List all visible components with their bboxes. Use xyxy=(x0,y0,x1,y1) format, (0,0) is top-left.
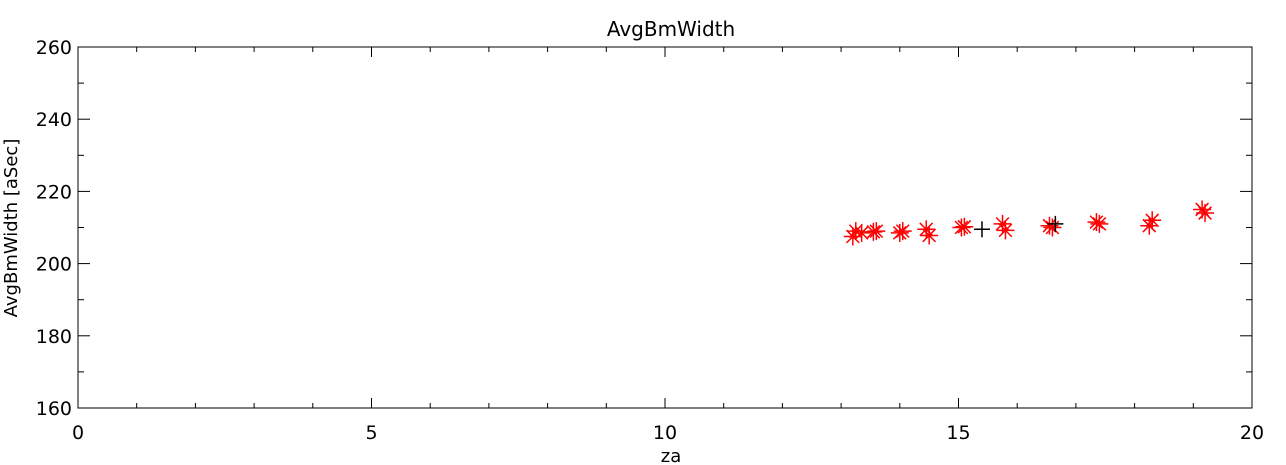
asterisk-stroke xyxy=(1092,216,1107,231)
asterisk-stroke xyxy=(919,222,934,237)
plus-marker-point xyxy=(1047,215,1064,232)
plot-frame xyxy=(77,46,1253,409)
plus-marker-point xyxy=(973,221,990,238)
x-axis-label: za xyxy=(661,446,681,465)
data-points xyxy=(843,200,1215,246)
asterisk-stroke xyxy=(869,224,884,239)
y-tick-label: 260 xyxy=(36,37,72,59)
asterisk-stroke xyxy=(922,228,937,243)
asterisk-marker-point xyxy=(996,221,1015,240)
y-tick-label: 160 xyxy=(36,398,72,420)
asterisk-marker-point xyxy=(955,217,974,236)
asterisk-marker-point xyxy=(1040,216,1059,235)
asterisk-stroke xyxy=(1198,206,1212,220)
x-tick-label: 0 xyxy=(72,422,84,444)
chart-title: AvgBmWidth xyxy=(607,17,735,41)
asterisk-stroke xyxy=(895,224,910,239)
asterisk-marker-point xyxy=(920,226,939,245)
asterisk-stroke xyxy=(1089,215,1104,229)
y-axis: 160 180 200 220 240 260 xyxy=(36,37,1252,420)
asterisk-marker-point xyxy=(1143,211,1162,230)
asterisk-stroke xyxy=(892,226,907,240)
asterisk-stroke xyxy=(1145,213,1160,228)
y-tick-label: 220 xyxy=(36,181,72,203)
asterisk-stroke xyxy=(957,219,972,234)
asterisk-marker-point xyxy=(1043,218,1062,237)
x-tick-label: 10 xyxy=(653,422,677,444)
asterisk-marker-point xyxy=(1090,214,1109,233)
asterisk-marker-point xyxy=(1196,204,1215,223)
y-tick-label: 200 xyxy=(36,254,72,276)
y-tick-label: 240 xyxy=(36,109,72,131)
asterisk-stroke xyxy=(848,224,863,239)
x-tick-label: 5 xyxy=(365,422,377,444)
x-axis: 0 5 10 15 20 xyxy=(72,47,1264,444)
x-tick-label: 20 xyxy=(1240,422,1264,444)
x-tick-label: 15 xyxy=(946,422,970,444)
asterisk-marker-point xyxy=(867,222,886,241)
asterisk-marker-point xyxy=(893,222,912,241)
asterisk-marker-point xyxy=(890,223,909,242)
asterisk-marker-point xyxy=(1140,216,1159,235)
asterisk-stroke xyxy=(998,223,1013,238)
asterisk-marker-point xyxy=(852,223,871,242)
asterisk-stroke xyxy=(1042,218,1057,233)
asterisk-stroke xyxy=(995,216,1010,231)
asterisk-stroke xyxy=(854,226,869,240)
asterisk-marker-point xyxy=(1087,213,1106,232)
y-axis-label: AvgBmWidth [aSec] xyxy=(1,139,22,318)
y-tick-label: 180 xyxy=(36,326,72,348)
